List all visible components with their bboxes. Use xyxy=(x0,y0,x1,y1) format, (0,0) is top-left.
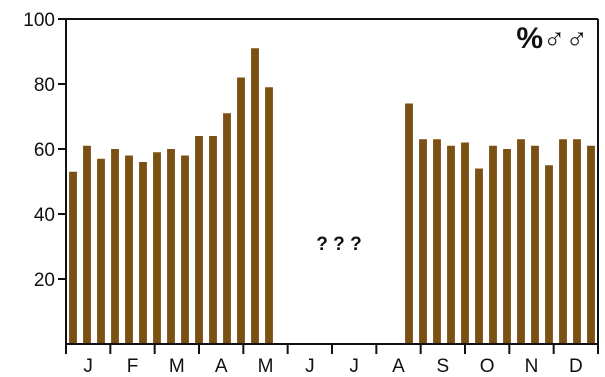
bar xyxy=(265,87,273,344)
bar xyxy=(209,136,217,344)
month-label: J xyxy=(83,356,93,377)
bar xyxy=(195,136,203,344)
y-ticks: 20 40 60 80 100 xyxy=(23,10,66,291)
month-label: D xyxy=(569,356,583,377)
bar xyxy=(125,155,133,344)
bar xyxy=(181,155,189,344)
month-label: M xyxy=(258,356,274,377)
bar xyxy=(517,139,525,344)
missing-data-note: ? ? ? xyxy=(316,234,361,255)
bar xyxy=(531,145,539,344)
bar xyxy=(433,139,441,344)
bar xyxy=(559,139,567,344)
y-tick-label: 40 xyxy=(34,205,55,226)
bar xyxy=(237,77,245,344)
bars xyxy=(69,48,595,344)
bar xyxy=(587,145,595,344)
month-label: F xyxy=(127,356,139,377)
bar xyxy=(83,145,91,344)
bar xyxy=(69,171,77,344)
bar xyxy=(153,152,161,344)
month-label: J xyxy=(349,356,359,377)
corner-label: %♂♂ xyxy=(516,22,588,55)
bar xyxy=(447,145,455,344)
bar xyxy=(461,142,469,344)
month-label: M xyxy=(169,356,185,377)
month-label: A xyxy=(215,356,228,377)
bar xyxy=(489,145,497,344)
y-tick-label: 60 xyxy=(34,140,55,161)
month-label: O xyxy=(480,356,495,377)
y-tick-label: 80 xyxy=(34,75,55,96)
y-tick-label: 20 xyxy=(34,270,55,291)
month-label: S xyxy=(436,356,449,377)
bar xyxy=(167,149,175,344)
y-tick-label: 100 xyxy=(23,10,55,31)
bar xyxy=(503,149,511,344)
bar xyxy=(405,103,413,344)
bar xyxy=(139,162,147,344)
bar xyxy=(573,139,581,344)
bar xyxy=(111,149,119,344)
bar xyxy=(223,113,231,344)
month-label: N xyxy=(525,356,539,377)
month-label: A xyxy=(392,356,405,377)
bar xyxy=(97,158,105,344)
bar xyxy=(545,165,553,344)
month-label: J xyxy=(305,356,315,377)
bar xyxy=(475,168,483,344)
bar xyxy=(419,139,427,344)
bar xyxy=(251,48,259,344)
